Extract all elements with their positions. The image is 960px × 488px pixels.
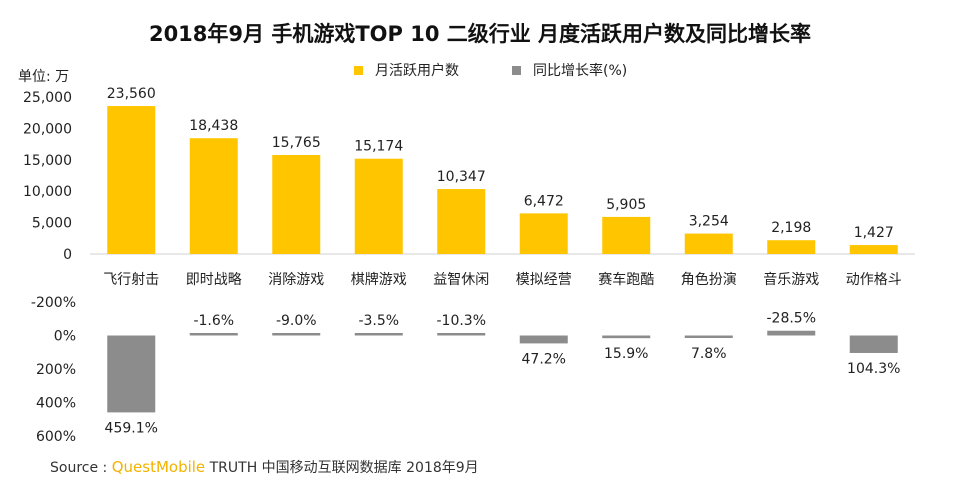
growth-bar [519, 335, 568, 344]
y-tick-label: 600% [36, 429, 76, 445]
growth-value-label: -28.5% [766, 311, 816, 327]
mau-value-label: 3,254 [689, 214, 729, 230]
growth-value-label: -9.0% [276, 313, 317, 329]
mau-bar [684, 233, 733, 254]
category-label: 飞行射击 [103, 272, 159, 288]
growth-value-label: 104.3% [847, 361, 900, 377]
mau-bar [519, 213, 568, 254]
mau-bar [602, 216, 651, 254]
mau-bar [107, 106, 156, 254]
mau-bar [272, 154, 321, 254]
y-tick-label: 5,000 [32, 216, 72, 232]
mau-bar [437, 189, 486, 254]
category-label: 消除游戏 [268, 272, 324, 288]
chart-title: 2018年9月 手机游戏TOP 10 二级行业 月度活跃用户数及同比增长率 [148, 22, 812, 46]
growth-value-label: -1.6% [193, 313, 234, 329]
mau-value-label: 15,174 [354, 139, 403, 155]
growth-bar [684, 335, 733, 338]
y-tick-label: 20,000 [23, 121, 72, 137]
source-brand: QuestMobile [111, 458, 206, 476]
y-tick-label: -200% [31, 295, 76, 311]
source-prefix: Source : [50, 460, 108, 476]
legend-item-growth: 同比增长率(%) [512, 60, 627, 80]
category-label: 即时战略 [186, 272, 242, 288]
growth-value-label: -3.5% [358, 313, 399, 329]
mau-bar [354, 158, 403, 254]
y-tick-label: 0% [54, 329, 76, 345]
legend-item-mau: 月活跃用户数 [354, 60, 459, 80]
growth-bar [602, 335, 651, 339]
growth-bar [849, 335, 898, 353]
mau-bar [849, 245, 898, 254]
category-label: 益智休闲 [433, 272, 489, 288]
growth-bar [767, 330, 816, 336]
y-tick-label: 10,000 [23, 184, 72, 200]
growth-bar [107, 335, 156, 413]
growth-bar [272, 333, 321, 336]
legend-swatch-mau [354, 65, 363, 75]
y-tick-label: 25,000 [23, 90, 72, 106]
mau-value-label: 18,438 [189, 118, 238, 134]
y-tick-label: 200% [36, 362, 76, 378]
category-label: 动作格斗 [846, 272, 902, 288]
legend-label-mau: 月活跃用户数 [375, 63, 459, 79]
y-tick-label: 15,000 [23, 153, 72, 169]
mau-value-label: 2,198 [771, 220, 811, 236]
category-label: 模拟经营 [516, 272, 572, 288]
growth-value-label: 15.9% [604, 346, 648, 362]
category-label: 赛车跑酷 [598, 271, 654, 288]
mau-value-label: 23,560 [107, 86, 156, 102]
growth-bar [437, 333, 486, 336]
legend-label-growth: 同比增长率(%) [533, 63, 628, 79]
mau-value-label: 15,765 [272, 135, 321, 151]
mau-bar [189, 138, 238, 254]
growth-bar [189, 333, 238, 336]
category-label: 角色扮演 [681, 271, 737, 288]
category-label: 音乐游戏 [763, 271, 819, 288]
growth-value-label: 7.8% [691, 346, 727, 362]
source-note: Source : QuestMobile TRUTH 中国移动互联网数据库 20… [50, 457, 479, 477]
y-tick-label: 400% [36, 396, 76, 412]
growth-value-label: 459.1% [105, 420, 158, 436]
mau-bar [767, 240, 816, 254]
category-label: 棋牌游戏 [351, 271, 407, 288]
growth-value-label: 47.2% [522, 351, 566, 367]
y-tick-label: 0 [63, 247, 72, 263]
y-axis-unit-label: 单位: 万 [18, 69, 70, 85]
mau-value-label: 6,472 [524, 193, 564, 209]
source-text: TRUTH 中国移动互联网数据库 2018年9月 [209, 460, 479, 476]
growth-bar [354, 333, 403, 336]
mau-value-label: 10,347 [437, 169, 486, 185]
mau-value-label: 1,427 [854, 225, 894, 241]
legend-swatch-growth [512, 65, 521, 75]
growth-value-label: -10.3% [436, 313, 486, 329]
mau-value-label: 5,905 [606, 197, 646, 213]
